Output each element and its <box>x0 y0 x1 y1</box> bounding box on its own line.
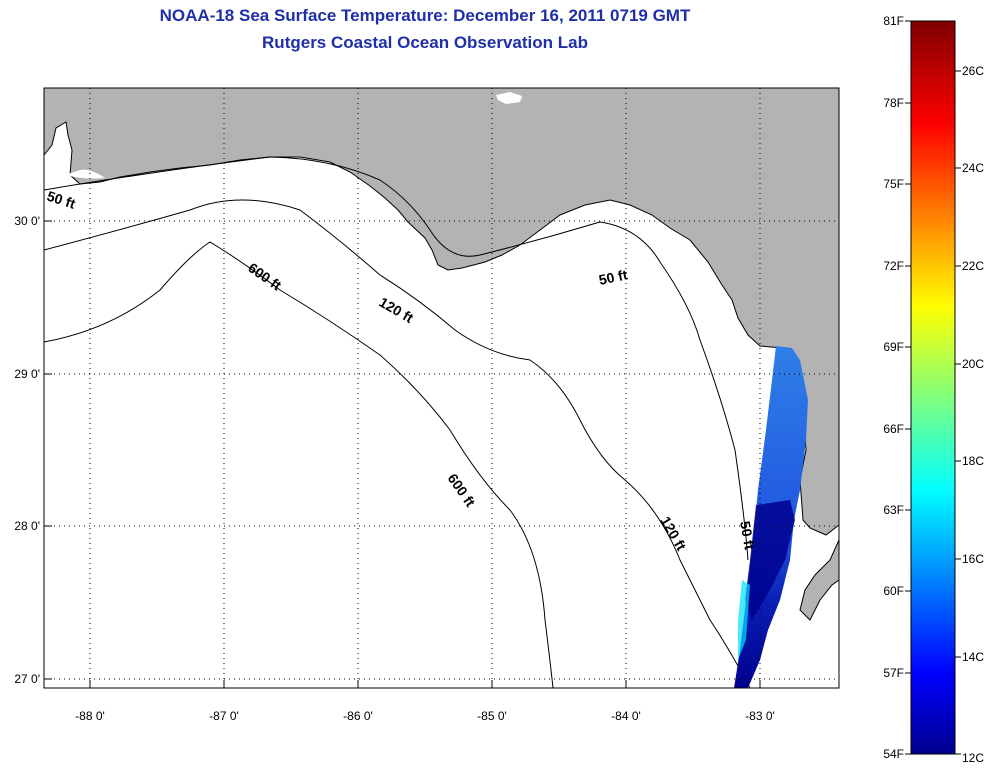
colorbar <box>910 20 956 755</box>
axis-ticks <box>44 220 761 688</box>
colorbar-f-57: 57F <box>883 666 904 680</box>
colorbar-ticks <box>905 20 961 755</box>
contour-120ft <box>44 199 751 688</box>
land-southeast <box>799 539 839 621</box>
colorbar-c-18: 18C <box>962 454 984 468</box>
colorbar-f-72: 72F <box>883 259 904 273</box>
lon-label-85: -85 0' <box>477 709 507 723</box>
colorbar-c-24: 24C <box>962 161 984 175</box>
contour-50ft <box>44 156 749 561</box>
lake-okeechobee-like <box>496 92 522 104</box>
contour-label-50ft-south: 50 ft <box>737 520 758 551</box>
colorbar-c-12: 12C <box>962 751 984 765</box>
map-title: NOAA-18 Sea Surface Temperature: Decembe… <box>159 6 691 25</box>
lon-label-83: -83 0' <box>745 709 775 723</box>
contour-600ft <box>44 241 554 688</box>
lat-label-30: 30 0' <box>14 214 40 228</box>
colorbar-c-16: 16C <box>962 552 984 566</box>
bay-inlet <box>65 169 105 179</box>
lon-label-87: -87 0' <box>209 709 239 723</box>
lat-label-28: 28 0' <box>14 519 40 533</box>
colorbar-f-63: 63F <box>883 503 904 517</box>
map-frame <box>43 87 840 689</box>
graticule <box>44 88 839 688</box>
sst-swath-warm-patch <box>738 580 750 660</box>
colorbar-f-66: 66F <box>883 422 904 436</box>
lat-label-29: 29 0' <box>14 367 40 381</box>
colorbar-c-20: 20C <box>962 357 984 371</box>
colorbar-f-69: 69F <box>883 340 904 354</box>
lon-label-86: -86 0' <box>343 709 373 723</box>
colorbar-f-60: 60F <box>883 584 904 598</box>
lat-label-27: 27 0' <box>14 672 40 686</box>
colorbar-f-78: 78F <box>883 96 904 110</box>
map-subtitle: Rutgers Coastal Ocean Observation Lab <box>262 33 588 52</box>
colorbar-c-26: 26C <box>962 64 984 78</box>
sst-swath-cool-patch <box>745 500 795 620</box>
lon-label-88: -88 0' <box>75 709 105 723</box>
contour-label-50ft-east: 50 ft <box>597 266 629 288</box>
colorbar-c-14: 14C <box>962 650 984 664</box>
colorbar-f-54: 54F <box>883 747 904 761</box>
lon-label-84: -84 0' <box>611 709 641 723</box>
colorbar-f-75: 75F <box>883 177 904 191</box>
colorbar-c-22: 22C <box>962 259 984 273</box>
colorbar-f-81: 81F <box>883 14 904 28</box>
